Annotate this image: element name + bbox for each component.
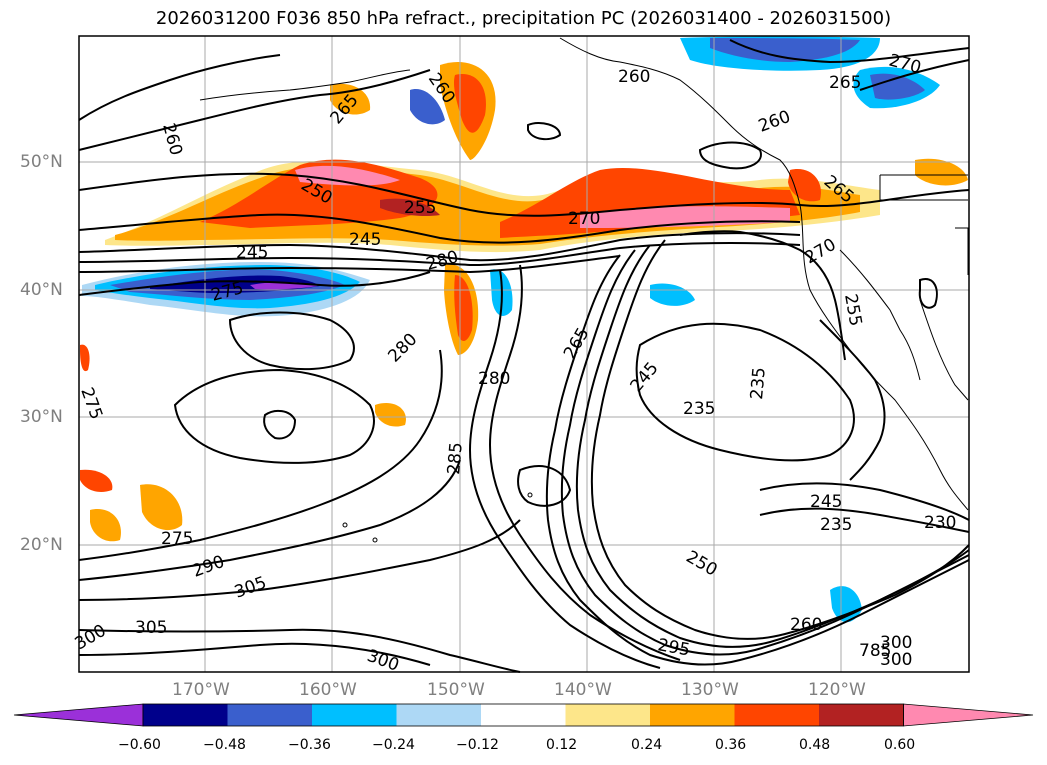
colorbar-tick: −0.48 [203,737,246,753]
contour-label: 255 [404,198,436,218]
colorbar-bin [143,704,228,726]
contour-label: 260 [158,121,186,158]
contour-label: 300 [880,650,912,670]
contour-label: 270 [802,235,840,269]
colorbar-bin [734,704,819,726]
lon-label-140w: 140°W [554,680,612,700]
colorbar-tick: 0.48 [799,737,831,753]
colorbar-bin [396,704,481,726]
contour-label: 265 [829,73,861,93]
contour-label: 305 [232,573,269,603]
contour-label: 250 [683,547,721,581]
colorbar-bin [565,704,650,726]
lat-label-50n: 50°N [20,152,63,172]
refractivity-contours [78,39,970,673]
contour-label: 255 [840,292,865,327]
colorbar-tick: −0.60 [118,737,161,753]
contour-label: 245 [810,492,842,512]
plot-frame [78,35,970,673]
contour-label: 295 [656,635,691,660]
colorbar-bin [481,704,566,726]
lon-label-170w: 170°W [172,680,230,700]
colorbar-tick: −0.12 [456,737,499,753]
contour-label: 300 [880,633,912,653]
contour-label: 270 [568,209,600,229]
colorbar-tick: 0.12 [546,737,578,753]
contour-label: 275 [161,529,193,549]
colorbar-extend-high [903,703,1034,727]
contour-label: 280 [384,329,421,366]
colorbar-bin [650,704,735,726]
lat-label-40n: 40°N [20,280,63,300]
contour-label: 260 [790,615,822,635]
contour-label: 245 [349,230,381,250]
contour-label: 230 [924,513,956,533]
contour-label: 300 [72,621,110,655]
colorbar-tick: −0.24 [372,737,415,753]
colorbar-extend-low [13,703,144,727]
contour-label: 245 [236,243,268,263]
lon-label-130w: 130°W [681,680,739,700]
contour-label: 235 [683,399,715,419]
colorbar-bin [312,704,397,726]
colorbar-bin [819,704,904,726]
contour-label: 245 [627,358,663,396]
contour-label: 235 [820,515,852,535]
contour-label: 290 [190,552,227,582]
contour-label: 785 [859,641,891,661]
lat-lon-grid [79,36,969,672]
contour-label: 235 [747,366,770,400]
colorbar-bin [227,704,312,726]
colorbar-tick: 0.24 [631,737,663,753]
contour-label: 280 [478,369,510,389]
colorbar [13,703,1034,727]
lon-label-160w: 160°W [299,680,357,700]
precipitation-shading [80,36,968,623]
lat-label-20n: 20°N [20,535,63,555]
coastlines [199,37,969,543]
colorbar-tick: 0.60 [884,737,916,753]
map-title: 2026031200 F036 850 hPa refract., precip… [155,8,892,29]
colorbar-frame [142,703,904,727]
contour-label: 260 [756,107,793,137]
lon-label-120w: 120°W [808,680,866,700]
colorbar-tick: −0.36 [288,737,331,753]
contour-label: 260 [618,67,650,87]
contour-label: 285 [444,441,467,475]
lon-label-150w: 150°W [427,680,485,700]
contour-label: 305 [135,618,167,638]
lat-label-30n: 30°N [20,407,63,427]
colorbar-tick: 0.36 [715,737,747,753]
